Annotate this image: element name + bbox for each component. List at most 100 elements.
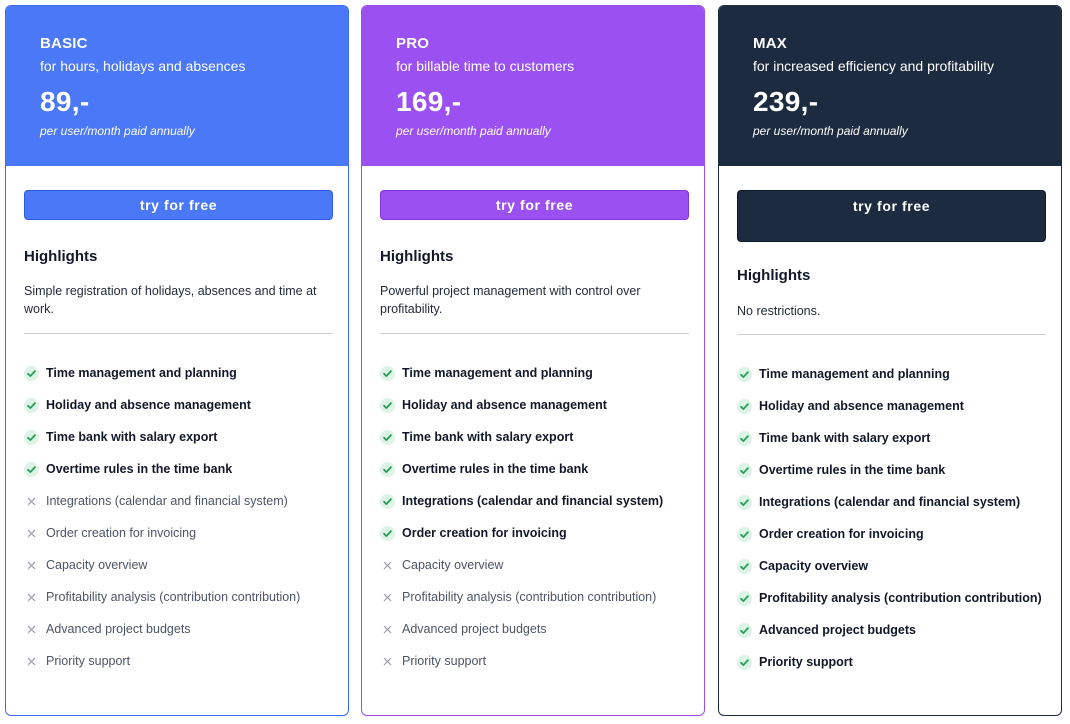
feature-item: Overtime rules in the time bank [24,453,330,485]
x-icon [24,590,39,605]
feature-label: Time bank with salary export [46,430,218,444]
plan-tagline: for billable time to customers [396,58,575,74]
x-icon [24,558,39,573]
feature-label: Overtime rules in the time bank [402,462,589,476]
feature-item: Capacity overview [380,549,686,581]
feature-item: Holiday and absence management [24,389,330,421]
x-icon [24,494,39,509]
feature-item: Time management and planning [737,358,1043,390]
plan-billing-note: per user/month paid annually [396,124,551,138]
check-icon [380,525,395,541]
feature-item: Profitability analysis (contribution con… [24,581,330,613]
feature-label: Profitability analysis (contribution con… [46,590,301,604]
feature-label: Time management and planning [402,366,593,380]
check-icon [380,397,395,413]
plan-tagline: for increased efficiency and profitabili… [753,58,994,74]
feature-item: Profitability analysis (contribution con… [737,582,1043,614]
feature-label: Advanced project budgets [402,622,547,636]
highlights-text: No restrictions. [737,304,821,318]
feature-label: Profitability analysis (contribution con… [759,591,1042,605]
feature-label: Capacity overview [46,558,148,572]
x-icon [24,622,39,637]
feature-label: Time bank with salary export [402,430,574,444]
feature-label: Order creation for invoicing [402,526,567,540]
try-for-free-button[interactable]: try for free [737,190,1046,242]
highlights-title: Highlights [24,248,98,265]
feature-label: Priority support [46,654,131,668]
plan-body: try for free Highlights Simple registrat… [6,166,348,677]
feature-label: Capacity overview [759,559,869,573]
feature-label: Order creation for invoicing [759,527,924,541]
feature-label: Holiday and absence management [46,398,251,412]
feature-label: Time bank with salary export [759,431,931,445]
x-icon [380,558,395,573]
plan-header: PRO for billable time to customers 169,-… [362,6,704,166]
feature-item: Order creation for invoicing [24,517,330,549]
check-icon [737,526,752,542]
x-icon [380,654,395,669]
x-icon [24,526,39,541]
feature-label: Advanced project budgets [46,622,191,636]
check-icon [737,366,752,382]
feature-label: Holiday and absence management [402,398,607,412]
feature-item: Time bank with salary export [737,422,1043,454]
try-for-free-button[interactable]: try for free [380,190,689,220]
plan-billing-note: per user/month paid annually [753,124,908,138]
feature-item: Advanced project budgets [737,614,1043,646]
feature-item: Time bank with salary export [24,421,330,453]
check-icon [380,461,395,477]
divider [24,333,333,334]
feature-item: Profitability analysis (contribution con… [380,581,686,613]
plan-body: try for free Highlights Powerful project… [362,166,704,677]
plan-name: MAX [753,35,787,52]
plan-name: PRO [396,35,430,52]
check-icon [737,590,752,606]
plan-body: try for free Highlights No restrictions.… [719,166,1061,678]
feature-item: Priority support [737,646,1043,678]
feature-item: Capacity overview [737,550,1043,582]
divider [380,333,689,334]
plan-header: BASIC for hours, holidays and absences 8… [6,6,348,166]
highlights-text: Simple registration of holidays, absence… [24,284,317,316]
feature-item: Time bank with salary export [380,421,686,453]
feature-item: Integrations (calendar and financial sys… [24,485,330,517]
feature-label: Integrations (calendar and financial sys… [46,494,288,508]
plan-name: BASIC [40,35,88,52]
feature-item: Capacity overview [24,549,330,581]
check-icon [737,558,752,574]
check-icon [380,365,395,381]
plan-card-max: MAX for increased efficiency and profita… [718,5,1062,716]
feature-label: Order creation for invoicing [46,526,197,540]
feature-label: Overtime rules in the time bank [759,463,946,477]
feature-item: Integrations (calendar and financial sys… [737,486,1043,518]
feature-label: Capacity overview [402,558,504,572]
feature-label: Priority support [402,654,487,668]
divider [737,334,1046,335]
feature-item: Priority support [380,645,686,677]
feature-item: Priority support [24,645,330,677]
highlights-title: Highlights [380,248,454,265]
x-icon [24,654,39,669]
feature-label: Profitability analysis (contribution con… [402,590,657,604]
check-icon [380,493,395,509]
feature-item: Holiday and absence management [737,390,1043,422]
feature-item: Order creation for invoicing [737,518,1043,550]
x-icon [380,622,395,637]
x-icon [380,590,395,605]
feature-label: Advanced project budgets [759,623,916,637]
feature-item: Integrations (calendar and financial sys… [380,485,686,517]
feature-label: Holiday and absence management [759,399,964,413]
highlights-text: Powerful project management with control… [380,284,641,316]
feature-label: Time management and planning [759,367,950,381]
plan-header: MAX for increased efficiency and profita… [719,6,1061,166]
plan-price: 169,- [396,86,462,117]
feature-label: Overtime rules in the time bank [46,462,233,476]
feature-label: Integrations (calendar and financial sys… [759,495,1021,509]
plan-price: 239,- [753,86,819,117]
highlights-title: Highlights [737,267,811,284]
try-for-free-button[interactable]: try for free [24,190,333,220]
feature-item: Advanced project budgets [380,613,686,645]
check-icon [737,622,752,638]
feature-item: Order creation for invoicing [380,517,686,549]
plan-card-pro: PRO for billable time to customers 169,-… [361,5,705,716]
